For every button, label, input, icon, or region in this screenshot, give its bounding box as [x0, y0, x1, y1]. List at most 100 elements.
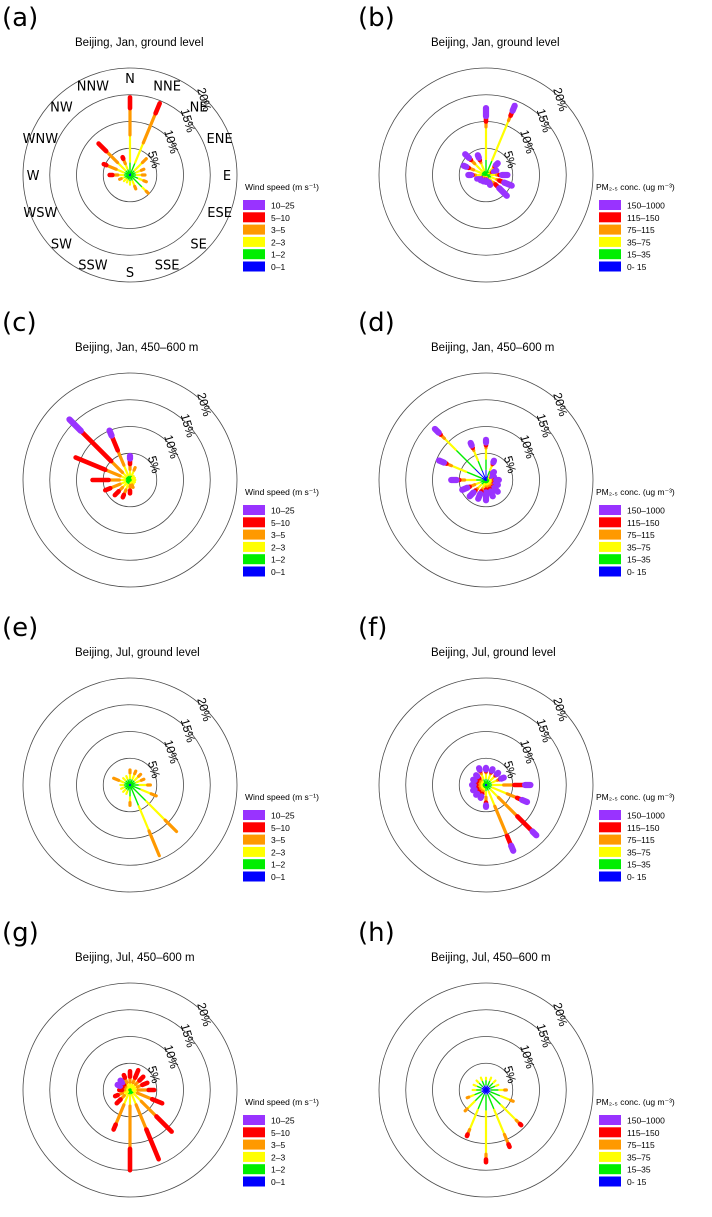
spoke-SSE-bin3: [493, 804, 509, 838]
ring-label: 5%: [145, 454, 163, 475]
legend-swatch: [243, 566, 265, 577]
spoke-WNW-bin5: [114, 1081, 124, 1090]
ring-label: 20%: [550, 696, 570, 723]
panel-label: (b): [358, 3, 395, 33]
spoke-NNE-bin3: [141, 111, 158, 145]
ring-label: 15%: [534, 1022, 554, 1049]
spoke-WNW-bin2: [450, 464, 468, 473]
ring-label: 15%: [178, 1022, 198, 1049]
spoke-NW-bin4: [78, 428, 114, 464]
legend-item: 10–25: [271, 1116, 295, 1126]
legend-swatch: [243, 1115, 265, 1125]
spoke-ESE-bin2: [131, 479, 137, 484]
panel-label: (h): [358, 918, 395, 948]
spoke-SSW-bin4: [111, 1122, 118, 1132]
panel-title: Beijing, Jul, ground level: [431, 647, 556, 659]
spoke-NNE-bin2: [134, 141, 145, 164]
legend-item: 15–35: [627, 250, 651, 260]
spoke-NW-bin1: [455, 449, 476, 470]
ring-label: 10%: [161, 1043, 181, 1070]
spoke-SE-bin5: [529, 828, 540, 839]
legend-item: 0- 15: [627, 262, 647, 272]
spoke-SSE-bin3: [133, 184, 138, 191]
legend-item: 15–35: [627, 555, 651, 565]
spoke-WSW-bin4: [112, 1092, 120, 1099]
ring-15: [49, 399, 211, 561]
spoke-WSW-bin4: [102, 485, 113, 493]
legend-swatch: [599, 1127, 621, 1138]
ring-label: 5%: [145, 149, 163, 170]
legend-swatch: [599, 1139, 621, 1150]
legend-swatch: [243, 871, 265, 882]
spoke-WSW-bin2: [120, 786, 125, 790]
spoke-NW-bin5: [473, 772, 481, 780]
legend-item: 150–1000: [627, 506, 665, 516]
legend-item: 1–2: [271, 860, 285, 870]
spoke-NNE-bin3: [133, 769, 138, 776]
panel-e: (e) Beijing, Jul, ground level 5%10%15%20%…: [2, 613, 319, 893]
panel-title: Beijing, Jul, 450–600 m: [431, 952, 551, 964]
legend-swatch: [599, 554, 621, 565]
spoke-SSW-bin5: [477, 793, 485, 801]
spoke-NE-bin2: [130, 475, 135, 480]
panel-label: (c): [2, 308, 37, 338]
spoke-SE-bin4: [154, 1114, 174, 1134]
compass-label-WSW: WSW: [23, 206, 57, 221]
legend-swatch: [599, 822, 621, 833]
panel-f: (f) Beijing, Jul, ground level 5%10%15%20%…: [358, 613, 675, 893]
spoke-NW-bin0: [474, 468, 487, 481]
legend-swatch: [243, 236, 265, 247]
ring-20: [378, 67, 594, 283]
spoke-ESE-bin1: [130, 784, 143, 791]
spoke-WNW-bin1: [465, 471, 482, 479]
compass-label-E: E: [223, 169, 231, 184]
legend-item: 115–150: [627, 1128, 660, 1138]
spoke-SE-bin4: [517, 1121, 524, 1128]
ring-label: 20%: [194, 1001, 214, 1028]
legend-swatch: [599, 810, 621, 820]
spoke-NW-bin3: [104, 149, 120, 165]
legend-item: 75–115: [627, 835, 655, 845]
panel-d: (d) Beijing, Jan, 450–600 m 5%10%15%20% PM₂…: [358, 308, 675, 588]
spoke-SW-bin5: [473, 790, 481, 798]
legend-swatch: [243, 529, 265, 540]
legend-item: 115–150: [627, 518, 660, 528]
ring-label: 20%: [550, 86, 570, 113]
legend-swatch: [599, 529, 621, 540]
spoke-SSE-bin2: [130, 1093, 138, 1106]
compass-label-W: W: [27, 169, 40, 184]
legend-swatch: [599, 224, 621, 235]
spoke-ESE-bin3: [142, 179, 148, 184]
ring-label: 5%: [145, 1064, 163, 1085]
ring-label: 5%: [501, 149, 519, 170]
panel-h: (h) Beijing, Jul, 450–600 m 5%10%15%20% PM₂…: [358, 918, 675, 1198]
legend-swatch: [599, 249, 621, 260]
spoke-SSW-bin4: [120, 492, 127, 500]
spoke-SSE-bin4: [144, 1127, 161, 1162]
spoke-SSE-bin5: [485, 179, 494, 188]
legend-swatch: [599, 505, 621, 515]
legend-swatch: [599, 1164, 621, 1175]
spoke-NNW-bin2: [479, 1076, 484, 1082]
legend-item: 150–1000: [627, 201, 665, 211]
spoke-SSW-bin1: [477, 1094, 485, 1111]
panel-a: (a) Beijing, Jan, ground level 5%10%15%20%…: [2, 3, 319, 283]
legend-swatch: [599, 834, 621, 845]
legend-swatch: [599, 1151, 621, 1162]
panel-label: (f): [358, 613, 387, 643]
spoke-NE-bin2: [133, 161, 144, 172]
spoke-SW-bin5: [466, 489, 477, 500]
spoke-SE-bin3: [144, 189, 150, 195]
ring-10: [432, 426, 540, 534]
spoke-ESE-bin5: [518, 796, 531, 806]
spoke-SW-bin4: [112, 489, 121, 498]
panel-title: Beijing, Jul, ground level: [75, 647, 200, 659]
legend-item: 150–1000: [627, 1116, 665, 1126]
spoke-SSW-bin3: [114, 1103, 126, 1127]
compass-label-NE: NE: [190, 100, 208, 115]
panel-label: (d): [358, 308, 395, 338]
spoke-SE-bin2: [130, 480, 135, 485]
spoke-NNW-bin0: [481, 469, 487, 481]
ring-15: [49, 704, 211, 866]
spoke-SSE-bin2: [137, 805, 151, 833]
